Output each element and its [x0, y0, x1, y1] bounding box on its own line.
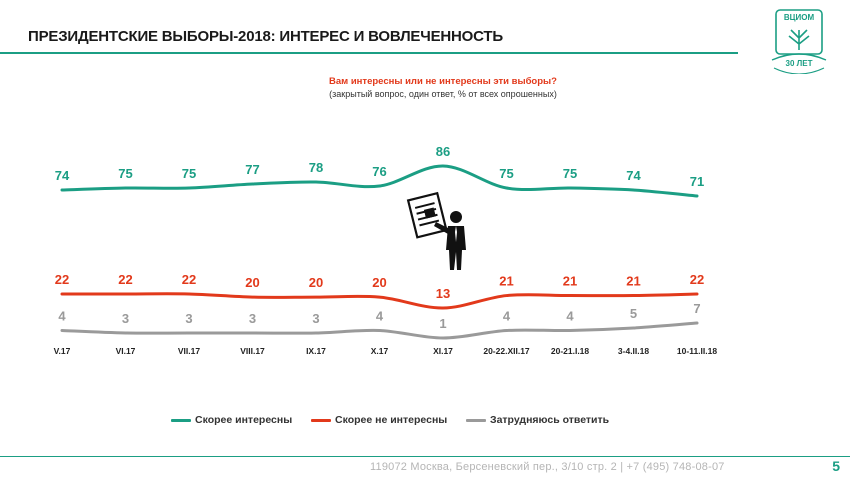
- x-tick-label: 10-11.II.18: [677, 346, 717, 356]
- data-label-interested: 75: [182, 166, 196, 181]
- data-label-not-interested: 22: [55, 272, 69, 287]
- legend-label-undecided: Затрудняюсь ответить: [490, 414, 610, 426]
- x-tick-label: 20-21.I.18: [551, 346, 590, 356]
- legend-swatch-interested: [171, 418, 191, 422]
- data-label-interested: 77: [245, 162, 259, 177]
- svg-text:ВЦИОМ: ВЦИОМ: [784, 13, 815, 22]
- vciom-logo: ВЦИОМ 30 ЛЕТ: [771, 9, 827, 74]
- legend-swatch-not-interested: [311, 418, 331, 422]
- data-label-undecided: 7: [693, 301, 700, 316]
- data-label-not-interested: 20: [245, 275, 259, 290]
- data-label-not-interested: 21: [499, 274, 513, 289]
- footer-divider: [0, 456, 850, 457]
- data-label-not-interested: 22: [118, 272, 132, 287]
- x-tick-label: VI.17: [116, 346, 136, 356]
- data-label-interested: 71: [690, 174, 704, 189]
- chart-subtitle: (закрытый вопрос, один ответ, % от всех …: [329, 89, 557, 99]
- data-label-undecided: 3: [185, 311, 192, 326]
- legend-item-not-interested: Скорее не интересны: [311, 414, 447, 426]
- x-tick-label: 3-4.II.18: [618, 346, 649, 356]
- data-label-undecided: 4: [58, 309, 66, 324]
- x-tick-label: 20-22.XII.17: [483, 346, 530, 356]
- data-label-interested: 75: [499, 166, 513, 181]
- data-label-undecided: 1: [439, 316, 446, 331]
- x-tick-label: V.17: [54, 346, 71, 356]
- x-tick-label: VIII.17: [240, 346, 265, 356]
- data-label-interested: 74: [626, 168, 641, 183]
- data-label-undecided: 4: [376, 309, 384, 324]
- chart-legend: Скорее интересны Скорее не интересны Зат…: [0, 414, 850, 430]
- x-tick-label: IX.17: [306, 346, 326, 356]
- series-line-not-interested: [60, 292, 699, 310]
- data-label-not-interested: 21: [626, 274, 640, 289]
- data-label-interested: 75: [563, 166, 577, 181]
- data-label-not-interested: 22: [690, 272, 704, 287]
- title-divider: [0, 52, 738, 54]
- chart-title: Вам интересны или не интересны эти выбор…: [329, 76, 557, 87]
- series-line-undecided: [60, 321, 699, 340]
- data-label-interested: 86: [436, 144, 450, 159]
- data-label-interested: 76: [372, 164, 386, 179]
- data-label-undecided: 3: [312, 311, 319, 326]
- series-line-interested: [60, 164, 699, 198]
- data-label-not-interested: 21: [563, 274, 577, 289]
- legend-item-undecided: Затрудняюсь ответить: [466, 414, 609, 426]
- x-tick-label: XI.17: [433, 346, 453, 356]
- data-label-undecided: 3: [122, 311, 129, 326]
- data-label-interested: 75: [118, 166, 132, 181]
- legend-label-interested: Скорее интересны: [195, 414, 293, 426]
- voter-reading-icon: [406, 191, 466, 270]
- legend-swatch-undecided: [466, 418, 486, 422]
- legend-label-not-interested: Скорее не интересны: [335, 414, 448, 426]
- data-label-interested: 78: [309, 160, 323, 175]
- page-number: 5: [832, 458, 840, 474]
- data-label-not-interested: 22: [182, 272, 196, 287]
- data-label-not-interested: 20: [309, 275, 323, 290]
- x-tick-label: X.17: [371, 346, 389, 356]
- legend-item-interested: Скорее интересны: [171, 414, 292, 426]
- data-label-undecided: 4: [566, 309, 574, 324]
- data-label-not-interested: 13: [436, 286, 450, 301]
- data-label-undecided: 3: [249, 311, 256, 326]
- data-label-undecided: 4: [503, 309, 511, 324]
- footer-address: 119072 Москва, Берсеневский пер., 3/10 с…: [370, 461, 725, 473]
- page-title: ПРЕЗИДЕНТСКИЕ ВЫБОРЫ-2018: ИНТЕРЕС И ВОВ…: [28, 28, 503, 45]
- data-label-undecided: 5: [630, 306, 637, 321]
- svg-text:30 ЛЕТ: 30 ЛЕТ: [786, 59, 813, 68]
- data-label-not-interested: 20: [372, 275, 386, 290]
- data-label-interested: 74: [55, 168, 70, 183]
- x-tick-label: VII.17: [178, 346, 200, 356]
